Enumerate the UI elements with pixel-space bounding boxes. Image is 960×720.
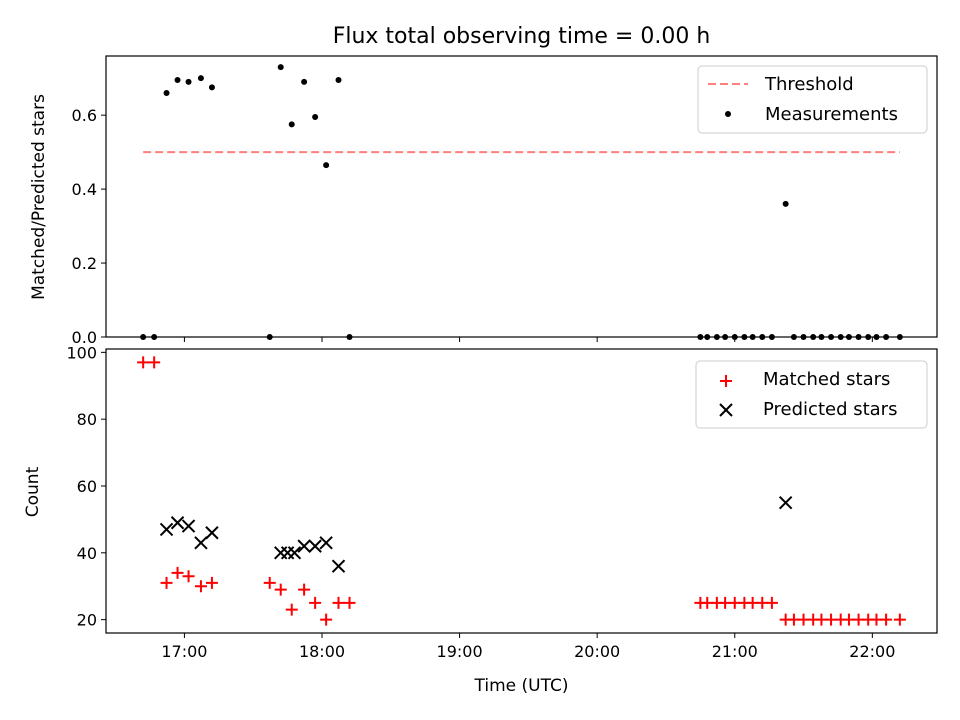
predicted-star-point: [319, 536, 333, 550]
bottom-panel: Count Time (UTC) 17:00 18:00 19:00 20:00 21:…: [23, 343, 938, 696]
measurement-point: [197, 75, 204, 82]
matched-star-point: [765, 596, 778, 609]
measurement-point: [277, 64, 284, 71]
matched-legend-label: Matched stars: [763, 369, 890, 390]
predicted-star-point: [287, 546, 302, 560]
top-legend-box: [697, 65, 928, 134]
measurement-point: [208, 84, 215, 91]
predicted-legend-marker: [719, 403, 733, 417]
matched-legend-marker: [720, 375, 732, 387]
predicted-star-point: [205, 526, 219, 540]
predicted-star-point: [159, 522, 174, 537]
matched-star-point: [880, 613, 893, 626]
measurement-point: [312, 114, 319, 121]
predicted-star-point: [297, 539, 311, 553]
bottom-axis-ticks: 17:00 18:00 19:00 20:00 21:00 22:00 20 40 60 80 10…: [66, 343, 895, 661]
top-y-tick-label: 0.2: [72, 254, 97, 273]
predicted-star-point: [194, 536, 208, 550]
measurement-point: [782, 200, 789, 207]
bottom-legend-box: [695, 360, 928, 429]
top-panel: Matched/Predicted stars 0.0 0.2 0.4 0.6 Thr…: [29, 55, 938, 347]
matched-star-point: [332, 596, 345, 609]
top-y-tick-label: 0.0: [72, 328, 97, 347]
matched-star-point: [298, 583, 311, 596]
bottom-x-tick-label: 21:00: [712, 642, 758, 661]
matched-star-point: [148, 356, 161, 369]
measurement-point: [185, 78, 192, 85]
measurement-point: [323, 162, 330, 169]
predicted-legend-label: Predicted stars: [763, 399, 897, 420]
matched-star-point: [309, 596, 322, 609]
matched-star-point: [274, 583, 287, 596]
bottom-y-axis-label: Count: [23, 466, 43, 517]
predicted-star-point: [778, 495, 793, 510]
measurements-legend-label: Measurements: [765, 104, 898, 125]
matched-star-point: [137, 356, 150, 369]
top-data-marks: [140, 64, 903, 340]
matched-star-point: [893, 613, 906, 626]
matched-star-point: [171, 566, 184, 579]
matched-star-point: [194, 580, 207, 593]
measurement-point: [288, 121, 295, 128]
matched-star-point: [160, 576, 173, 589]
x-axis-label: Time (UTC): [474, 676, 569, 696]
measurement-point: [301, 78, 308, 85]
matched-star-point: [285, 603, 298, 616]
predicted-star-point: [331, 559, 346, 573]
matched-star-point: [205, 576, 218, 589]
bottom-y-tick-label: 60: [77, 477, 97, 496]
bottom-x-tick-label: 20:00: [574, 642, 620, 661]
bottom-x-tick-label: 22:00: [849, 642, 895, 661]
predicted-star-point: [308, 539, 322, 553]
predicted-star-point: [181, 519, 196, 533]
top-legend: Threshold Measurements: [697, 65, 928, 134]
measurement-point: [163, 89, 170, 96]
matched-star-point: [343, 596, 356, 609]
matched-star-point: [263, 576, 276, 589]
bottom-x-tick-label: 19:00: [437, 642, 483, 661]
bottom-x-tick-label: 18:00: [299, 642, 345, 661]
top-plot-frame: [105, 55, 938, 338]
top-y-tick-label: 0.6: [72, 106, 97, 125]
bottom-data-marks: [137, 356, 906, 626]
measurements-legend-marker: [725, 111, 731, 117]
measurement-point: [174, 77, 181, 84]
measurement-point: [335, 77, 342, 84]
top-y-axis-label: Matched/Predicted stars: [29, 94, 49, 300]
predicted-star-point: [170, 516, 185, 530]
bottom-x-tick-label: 17:00: [161, 642, 207, 661]
bottom-plot-frame: [105, 348, 938, 634]
matched-star-point: [182, 570, 195, 583]
matched-star-point: [320, 613, 333, 626]
bottom-y-tick-label: 40: [77, 544, 97, 563]
chart-title: Flux total observing time = 0.00 h: [333, 24, 711, 49]
bottom-y-tick-label: 20: [77, 611, 97, 630]
bottom-legend: Matched stars Predicted stars: [695, 360, 928, 429]
threshold-legend-label: Threshold: [764, 74, 854, 95]
bottom-y-tick-label: 80: [77, 410, 97, 429]
bottom-y-tick-label: 100: [66, 343, 97, 362]
top-y-tick-label: 0.4: [72, 180, 97, 199]
top-axis-ticks: 0.0 0.2 0.4 0.6: [72, 106, 873, 347]
